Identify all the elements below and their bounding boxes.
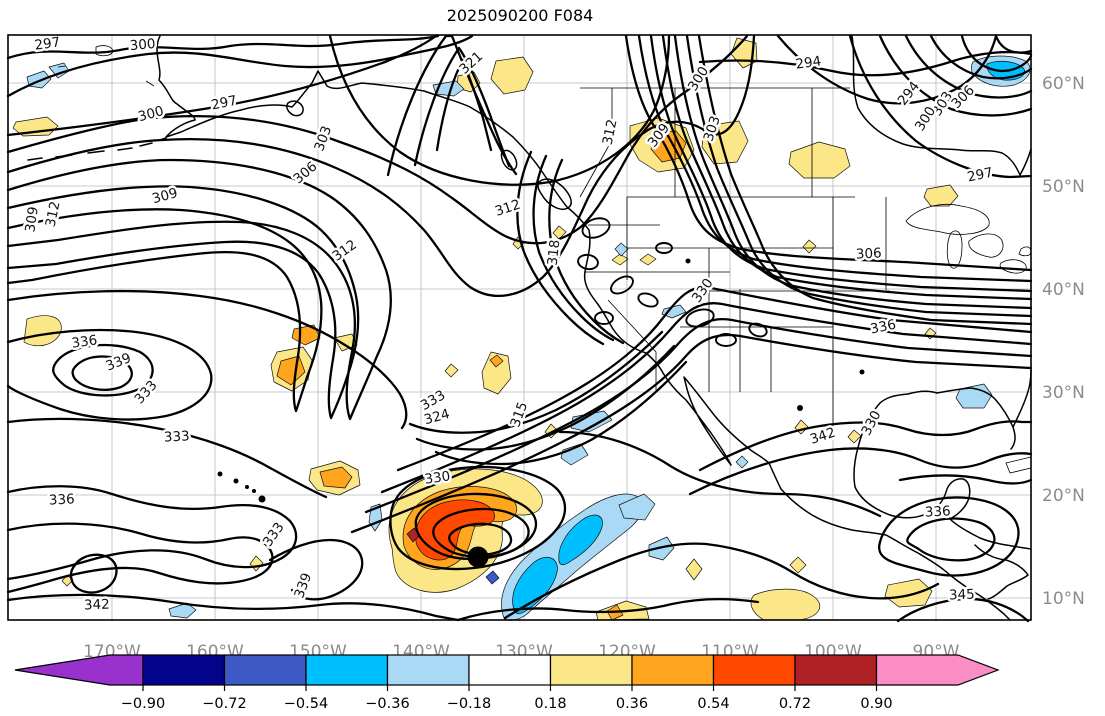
contour-label: 333: [131, 377, 160, 407]
hawaii-islands: [218, 259, 865, 503]
contour-label: 333: [163, 428, 190, 445]
colorbar-segment: [795, 655, 877, 685]
latitude-tick-label: 50°N: [1042, 177, 1085, 197]
colorbar-segment: [306, 655, 388, 685]
colorbar-tick-label: 0.36: [616, 696, 648, 712]
contour-label: 336: [71, 332, 99, 351]
latitude-axis-labels: 60°N 50°N 40°N 30°N 20°N 10°N: [1042, 74, 1085, 609]
colorbar-segment: [551, 655, 633, 685]
colorbar-tick-label: −0.90: [121, 696, 165, 712]
colorbar-segment: [225, 655, 307, 685]
contour-label: 336: [869, 317, 898, 338]
contour-label: 345: [949, 587, 975, 604]
colorbar-tick-label: −0.54: [284, 696, 328, 712]
colorbar-segment: [469, 655, 551, 685]
latitude-tick-label: 10°N: [1042, 589, 1085, 609]
latitude-tick-label: 40°N: [1042, 280, 1085, 300]
contour-label: 315: [507, 400, 531, 430]
contour-label: 330: [689, 276, 717, 306]
contour-label: 294: [795, 53, 823, 72]
colorbar-tick-label: 0.54: [697, 696, 729, 712]
contour-label: 339: [104, 350, 134, 374]
colorbar-segment: [143, 655, 225, 685]
colorbar-tick-label: 0.72: [779, 696, 811, 712]
contour-label: 300: [129, 36, 156, 54]
colorbar-tick-label: −0.18: [447, 696, 491, 712]
contour-label: 336: [924, 503, 951, 520]
contour-label: 339: [291, 571, 315, 601]
colorbar-segment: [632, 655, 714, 685]
contour-label: 312: [600, 118, 621, 147]
contour-label: 318: [545, 239, 564, 266]
storm-position-marker: [468, 547, 489, 568]
latitude-tick-label: 60°N: [1042, 74, 1085, 94]
colorbar-extend-left: [15, 655, 143, 685]
weather-contour-map: 2025090200 F084: [0, 0, 1105, 712]
contour-label: 309: [22, 206, 41, 234]
contour-label: 342: [84, 597, 110, 614]
contour-labels: 2973002973003033063093123093123213003033…: [22, 34, 994, 613]
contour-label: 333: [260, 520, 288, 550]
latitude-tick-label: 30°N: [1042, 383, 1085, 403]
colorbar-tick-label: −0.36: [365, 696, 409, 712]
contour-label: 297: [966, 165, 995, 186]
contour-label: 300: [136, 103, 165, 125]
contour-label: 309: [150, 185, 179, 207]
contour-label: 297: [210, 93, 239, 114]
colorbar-tick-label: 0.18: [534, 696, 566, 712]
colorbar-tick-label: −0.72: [202, 696, 246, 712]
weather-chart-page: 2025090200 F084: [0, 0, 1105, 712]
colorbar-tick-label: 0.90: [860, 696, 892, 712]
contour-label: 306: [855, 245, 882, 262]
contour-label: 306: [290, 159, 320, 188]
colorbar-segment: [388, 655, 470, 685]
colorbar-segment: [714, 655, 796, 685]
colorbar-extend-right: [877, 655, 999, 685]
colorbar: −0.90 −0.72 −0.54 −0.36 −0.18 0.18 0.36 0.54 0.7…: [15, 655, 998, 712]
page-title: 2025090200 F084: [447, 6, 594, 25]
contour-label: 303: [311, 124, 335, 154]
latitude-tick-label: 20°N: [1042, 486, 1085, 506]
contour-label: 336: [48, 491, 75, 508]
contour-label: 312: [43, 200, 64, 229]
